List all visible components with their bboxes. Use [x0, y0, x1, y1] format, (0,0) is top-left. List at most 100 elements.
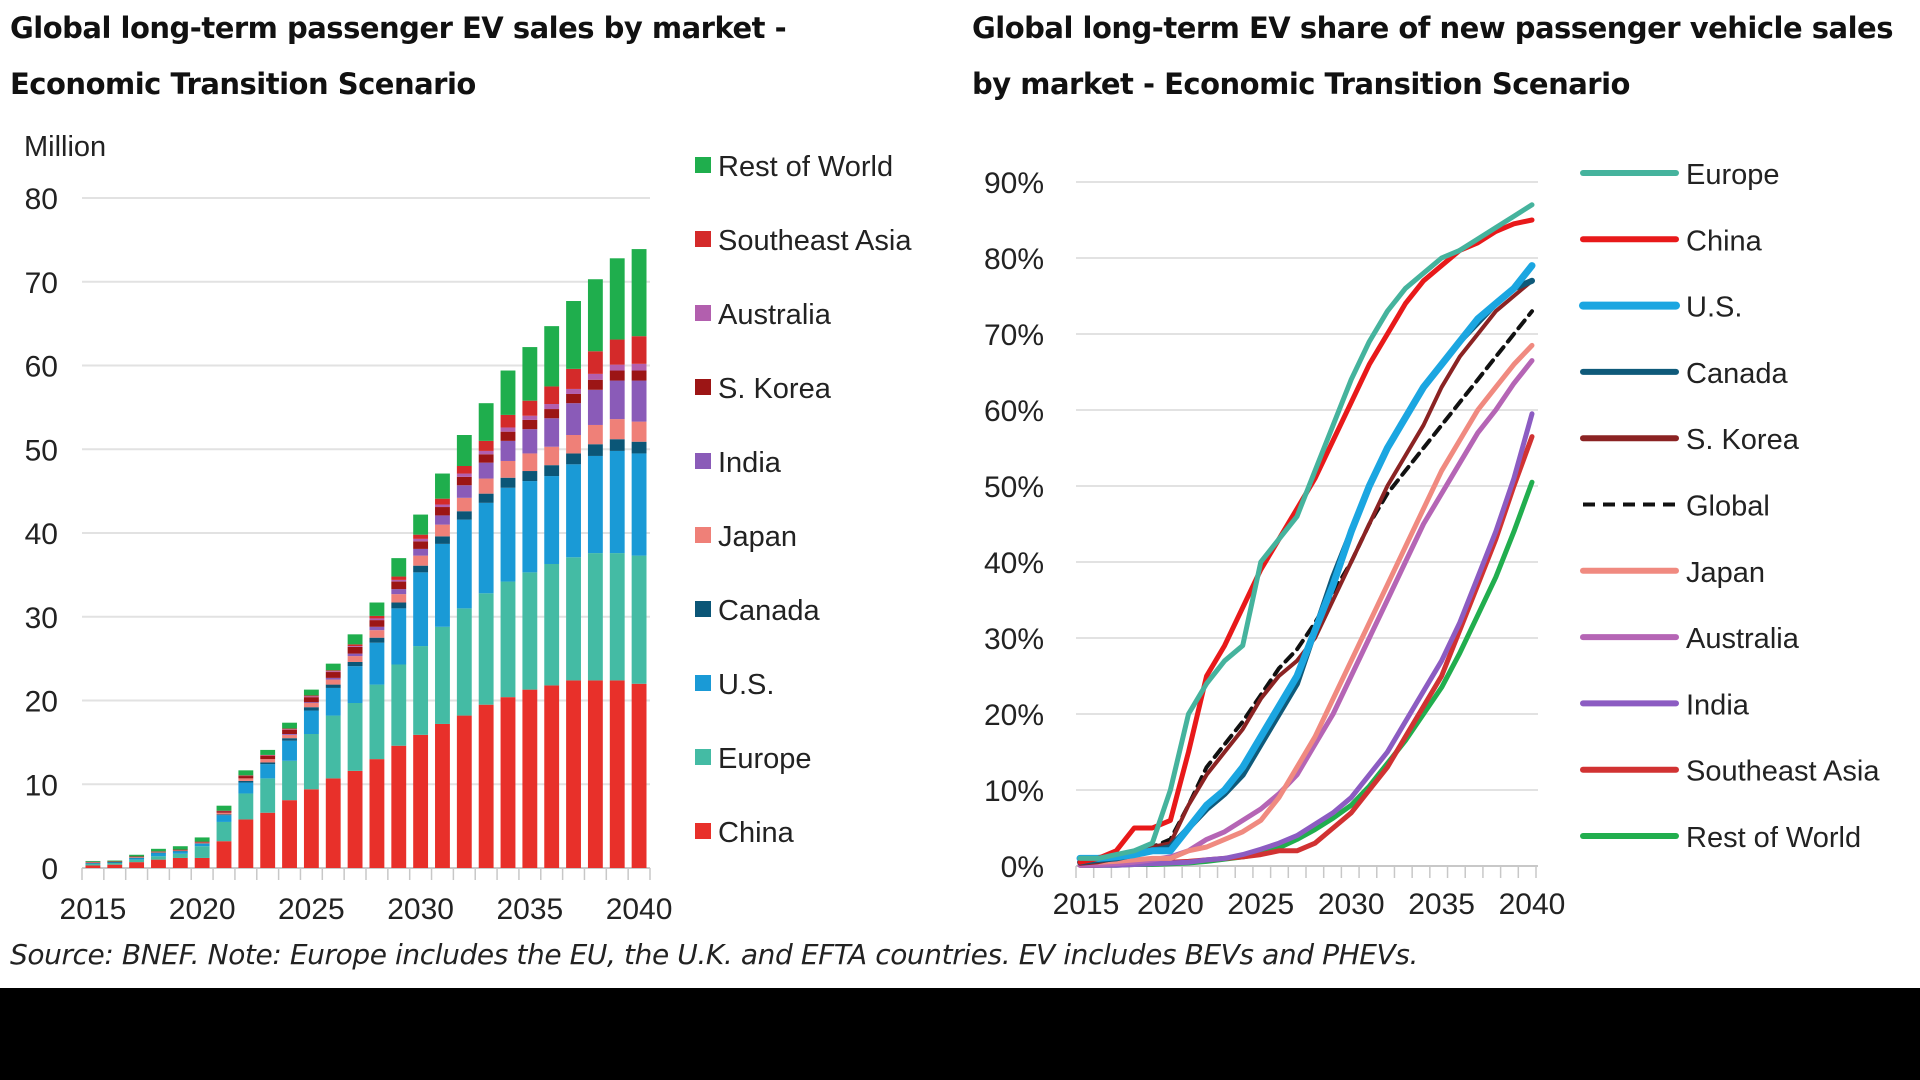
- legend-swatch: [695, 601, 711, 617]
- bar-segment: [347, 646, 363, 654]
- legend-label: India: [718, 447, 782, 479]
- bar-segment: [238, 775, 254, 777]
- bar-segment: [172, 850, 188, 851]
- bar-segment: [194, 837, 210, 842]
- bar-segment: [303, 789, 319, 868]
- bar-segment: [435, 626, 450, 724]
- bar-segment: [216, 811, 232, 813]
- bar-segment: [456, 473, 472, 477]
- bar-segment: [303, 689, 319, 696]
- bar-segment: [522, 347, 538, 401]
- bar-segment: [282, 740, 297, 761]
- bar-segment: [260, 812, 276, 868]
- y-tick-label: 60: [25, 351, 58, 384]
- bar-segment: [129, 856, 145, 858]
- bar-segment: [369, 618, 385, 621]
- bar-segment: [587, 455, 603, 554]
- bar-segment: [260, 759, 276, 763]
- bar-segment: [282, 729, 297, 730]
- bar-segment: [631, 421, 647, 442]
- bar-segment: [391, 576, 407, 580]
- bar-segment: [391, 581, 407, 590]
- bar-segment: [238, 782, 254, 794]
- series-line-japan: [1077, 342, 1535, 865]
- bar-segment: [216, 810, 232, 812]
- bar-segment: [282, 729, 297, 734]
- bar-segment: [413, 538, 429, 542]
- bar-segment: [347, 666, 363, 704]
- bar-segment: [151, 852, 166, 854]
- bar-segment: [151, 859, 166, 868]
- bar-segment: [500, 477, 516, 488]
- bar-segment: [478, 454, 494, 463]
- y-tick-label: 30: [25, 602, 58, 635]
- bar-segment: [522, 481, 538, 573]
- legend-label: U.S.: [718, 669, 774, 701]
- bar-segment: [238, 819, 254, 868]
- bar-segment: [500, 431, 516, 441]
- bar-segment: [260, 762, 276, 765]
- bar-segment: [107, 864, 123, 868]
- bar-segment: [566, 301, 581, 369]
- series-line-global: [1078, 309, 1534, 862]
- bar-segment: [347, 644, 363, 647]
- bar-segment: [566, 388, 581, 394]
- bar-segment: [500, 460, 516, 478]
- right-title-line-2: by market - Economic Transition Scenario: [972, 67, 1630, 101]
- bar-segment: [544, 476, 560, 564]
- bar-segment: [107, 862, 123, 863]
- bar-segment: [282, 738, 297, 741]
- bar-segment: [478, 478, 494, 494]
- bar-segment: [347, 634, 363, 645]
- bar-segment: [544, 465, 560, 477]
- bar-segment: [544, 446, 560, 466]
- legend-swatch: [695, 379, 711, 395]
- bar-segment: [325, 778, 341, 868]
- bar-segment: [566, 557, 581, 681]
- bar-segment: [500, 370, 516, 415]
- bar-segment: [172, 853, 188, 858]
- bar-segment: [369, 620, 385, 627]
- bar-segment: [325, 663, 341, 671]
- bar-segment: [85, 865, 101, 868]
- bar-segment: [325, 715, 341, 779]
- bar-segment: [216, 812, 232, 815]
- bar-segment: [85, 862, 101, 864]
- bar-segment: [282, 734, 297, 735]
- legend-label: Europe: [1686, 159, 1780, 191]
- bar-segment: [391, 602, 407, 609]
- bar-segment: [609, 450, 625, 554]
- bar-segment: [391, 594, 407, 603]
- bar-segment: [456, 485, 472, 498]
- y-tick-label: 80: [25, 183, 58, 216]
- bar-segment: [566, 393, 581, 404]
- bar-segment: [151, 848, 166, 852]
- bar-segment: [369, 759, 385, 868]
- bar-segment: [282, 722, 297, 729]
- y-tick-label: 50%: [984, 471, 1044, 504]
- bar-segment: [369, 615, 385, 619]
- bar-segment: [609, 553, 625, 681]
- bar-segment: [238, 775, 254, 779]
- legend-label: China: [718, 817, 795, 849]
- x-tick-label: 2030: [387, 893, 454, 926]
- bar-segment: [391, 589, 407, 595]
- y-tick-label: 60%: [984, 395, 1044, 428]
- bar-segment: [435, 473, 450, 499]
- series-line-china: [1077, 217, 1535, 865]
- bar-segment: [347, 653, 363, 657]
- bar-segment: [522, 572, 538, 690]
- bar-segment: [238, 780, 254, 783]
- legend-label: India: [1686, 689, 1750, 721]
- bar-segment: [85, 860, 101, 862]
- bar-segment: [631, 363, 647, 371]
- legend-swatch: [695, 527, 711, 543]
- bar-segment: [631, 249, 647, 337]
- bar-segment: [172, 846, 188, 850]
- series-line-s-korea: [1078, 278, 1534, 866]
- bar-segment: [522, 453, 538, 472]
- bar-segment: [522, 429, 538, 454]
- bar-segment: [522, 419, 538, 430]
- bar-segment: [260, 754, 276, 756]
- y-tick-label: 40: [25, 518, 58, 551]
